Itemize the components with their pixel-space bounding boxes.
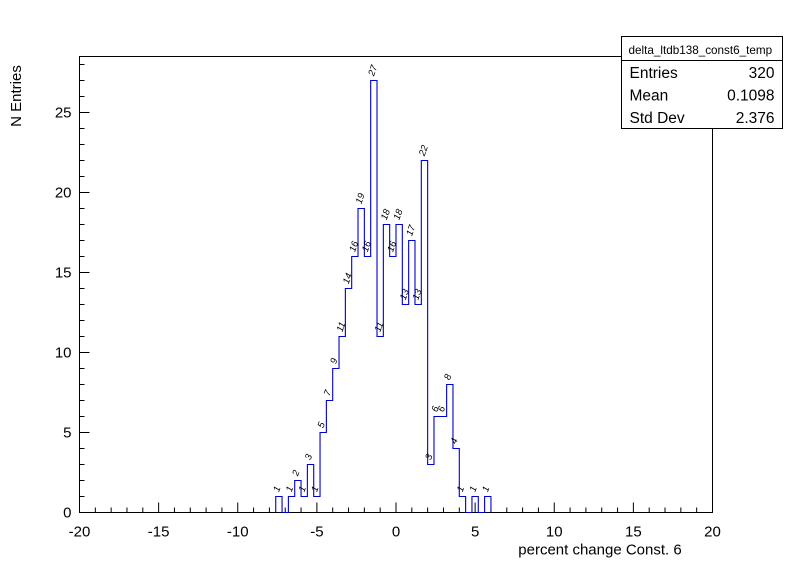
svg-text:20: 20 — [704, 524, 721, 541]
svg-text:13: 13 — [411, 287, 425, 301]
svg-text:320: 320 — [749, 65, 775, 82]
svg-text:17: 17 — [404, 223, 418, 237]
svg-text:15: 15 — [625, 524, 642, 541]
svg-text:4: 4 — [449, 437, 461, 446]
svg-text:25: 25 — [55, 105, 72, 122]
svg-text:N Entries: N Entries — [8, 65, 25, 127]
svg-text:11: 11 — [335, 320, 349, 333]
svg-text:10: 10 — [546, 524, 563, 541]
svg-text:1: 1 — [271, 485, 283, 494]
svg-text:-15: -15 — [148, 524, 170, 541]
svg-text:27: 27 — [366, 63, 381, 78]
svg-text:Std Dev: Std Dev — [630, 110, 685, 127]
svg-text:10: 10 — [55, 345, 72, 362]
svg-text:13: 13 — [398, 287, 412, 301]
svg-text:16: 16 — [347, 239, 361, 253]
svg-text:0: 0 — [63, 505, 71, 522]
svg-text:-5: -5 — [310, 524, 323, 541]
svg-text:3: 3 — [303, 452, 315, 461]
svg-text:16: 16 — [360, 239, 374, 253]
svg-text:16: 16 — [385, 239, 399, 253]
svg-text:2: 2 — [290, 468, 303, 478]
svg-text:0: 0 — [392, 524, 400, 541]
svg-text:20: 20 — [55, 185, 72, 202]
svg-text:2.376: 2.376 — [736, 110, 775, 127]
svg-text:0.1098: 0.1098 — [727, 88, 774, 105]
svg-text:Entries: Entries — [630, 65, 678, 82]
svg-text:15: 15 — [55, 265, 72, 282]
svg-text:percent change Const. 6: percent change Const. 6 — [518, 542, 681, 559]
svg-text:1: 1 — [480, 485, 492, 494]
svg-text:5: 5 — [471, 524, 479, 541]
svg-text:22: 22 — [417, 143, 432, 158]
svg-text:-10: -10 — [227, 524, 249, 541]
svg-text:18: 18 — [392, 207, 406, 221]
svg-text:11: 11 — [373, 320, 387, 333]
svg-text:8: 8 — [442, 372, 454, 381]
svg-text:18: 18 — [379, 207, 393, 221]
svg-text:-20: -20 — [69, 524, 91, 541]
svg-text:Mean: Mean — [630, 88, 669, 105]
svg-text:delta_ltdb138_const6_temp: delta_ltdb138_const6_temp — [629, 44, 773, 57]
svg-text:5: 5 — [63, 425, 71, 442]
svg-text:14: 14 — [341, 272, 355, 286]
svg-text:19: 19 — [354, 191, 368, 205]
svg-text:1: 1 — [455, 485, 467, 494]
svg-text:1: 1 — [468, 485, 480, 494]
